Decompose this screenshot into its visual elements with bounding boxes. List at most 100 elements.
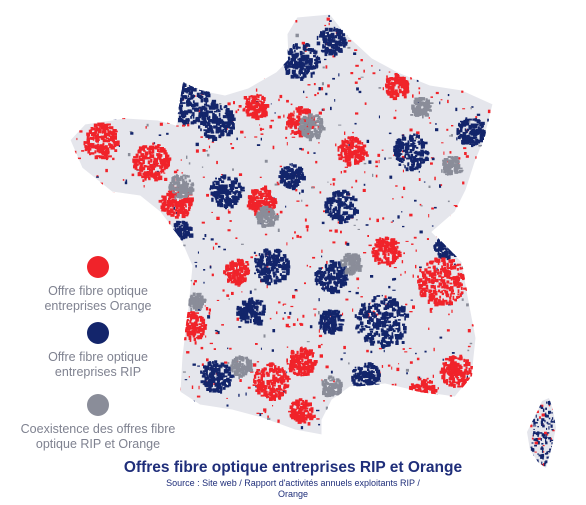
map-patch bbox=[307, 84, 311, 86]
map-patch bbox=[362, 188, 366, 192]
map-patch-rip bbox=[205, 100, 207, 105]
map-patch bbox=[186, 155, 188, 159]
map-patch-rip bbox=[309, 67, 314, 70]
map-patch-rip bbox=[183, 224, 188, 228]
map-patch-orange bbox=[94, 155, 99, 160]
map-patch bbox=[330, 183, 332, 186]
map-patch-rip bbox=[292, 44, 295, 48]
map-patch-rip bbox=[383, 320, 388, 324]
map-patch-rip bbox=[296, 76, 300, 79]
map-patch-orange bbox=[168, 202, 172, 207]
map-patch-rip bbox=[376, 319, 380, 323]
map-patch-rip bbox=[320, 323, 323, 329]
map-patch-rip bbox=[338, 214, 341, 217]
map-patch-rip bbox=[384, 341, 387, 343]
map-patch bbox=[372, 72, 376, 75]
map-patch-orange bbox=[161, 148, 165, 153]
map-patch bbox=[419, 203, 422, 206]
map-patch-rip bbox=[395, 336, 399, 340]
map-patch-rip bbox=[321, 33, 325, 36]
map-patch bbox=[382, 87, 384, 91]
map-patch-orange bbox=[157, 155, 162, 159]
map-patch-orange bbox=[165, 154, 169, 158]
map-patch-rip bbox=[293, 74, 297, 78]
map-patch-orange bbox=[165, 166, 168, 170]
map-patch-orange bbox=[86, 135, 89, 140]
map-patch bbox=[375, 174, 378, 178]
map-patch-rip bbox=[376, 309, 380, 312]
map-patch-rip bbox=[370, 365, 376, 369]
map-patch-rip bbox=[207, 110, 209, 114]
map-patch-rip bbox=[396, 138, 399, 142]
map-patch bbox=[215, 177, 217, 180]
map-patch-rip bbox=[329, 200, 334, 204]
map-patch bbox=[441, 142, 444, 144]
map-patch-rip bbox=[170, 230, 173, 234]
map-patch-rip bbox=[176, 222, 179, 225]
map-patch-rip bbox=[384, 344, 387, 347]
map-patch bbox=[469, 270, 473, 272]
map-patch-rip bbox=[305, 65, 310, 70]
map-patch bbox=[415, 249, 417, 252]
map-patch-rip bbox=[188, 102, 192, 106]
map-patch bbox=[353, 224, 356, 226]
map-patch-rip bbox=[343, 202, 347, 205]
map-patch-rip bbox=[208, 128, 211, 131]
map-patch-orange bbox=[108, 134, 111, 137]
map-patch-rip bbox=[295, 52, 299, 57]
map-patch-rip bbox=[349, 201, 353, 206]
map-patch-rip bbox=[223, 375, 228, 378]
map-patch bbox=[200, 346, 204, 350]
map-patch-rip bbox=[336, 212, 340, 215]
map-patch bbox=[123, 197, 127, 201]
map-patch-rip bbox=[386, 303, 389, 306]
map-patch bbox=[327, 181, 329, 183]
map-patch-orange bbox=[430, 280, 435, 283]
map-patch bbox=[200, 136, 203, 138]
map-patch-rip bbox=[332, 276, 336, 281]
map-patch-orange bbox=[153, 157, 156, 162]
map-patch bbox=[392, 289, 396, 291]
map-patch bbox=[396, 68, 398, 71]
map-patch bbox=[326, 260, 328, 265]
map-patch bbox=[291, 136, 296, 138]
map-patch-orange bbox=[136, 168, 139, 171]
map-patch bbox=[256, 379, 259, 382]
map-patch bbox=[424, 48, 429, 50]
map-patch-rip bbox=[372, 321, 375, 327]
map-patch-orange bbox=[94, 130, 97, 134]
map-patch bbox=[277, 15, 282, 17]
map-patch bbox=[388, 157, 392, 159]
map-patch-rip bbox=[361, 328, 366, 331]
map-patch bbox=[225, 18, 227, 22]
map-patch bbox=[352, 308, 354, 312]
map-patch-orange bbox=[85, 146, 91, 151]
map-patch bbox=[418, 178, 421, 181]
map-patch-rip bbox=[360, 376, 363, 379]
map-patch-rip bbox=[364, 379, 368, 382]
map-patch bbox=[241, 291, 243, 293]
map-patch bbox=[328, 22, 330, 26]
map-patch-rip bbox=[323, 317, 328, 320]
map-patch-rip bbox=[244, 320, 250, 324]
map-patch bbox=[458, 157, 461, 160]
map-patch bbox=[301, 41, 305, 45]
map-patch bbox=[175, 76, 178, 80]
map-patch-rip bbox=[301, 67, 305, 70]
map-patch bbox=[122, 179, 125, 181]
map-patch-orange bbox=[152, 142, 155, 145]
map-patch-orange bbox=[103, 139, 108, 143]
map-patch bbox=[180, 159, 182, 161]
map-patch bbox=[168, 103, 171, 106]
map-patch-rip bbox=[369, 328, 374, 331]
map-patch-orange bbox=[456, 268, 459, 271]
map-patch-rip bbox=[210, 185, 215, 190]
map-patch bbox=[439, 184, 442, 188]
map-patch bbox=[231, 291, 234, 295]
map-patch-rip bbox=[295, 178, 300, 183]
map-patch-rip bbox=[174, 92, 177, 95]
map-patch-rip bbox=[371, 311, 374, 316]
map-patch-rip bbox=[376, 295, 381, 297]
map-patch-rip bbox=[333, 263, 337, 268]
